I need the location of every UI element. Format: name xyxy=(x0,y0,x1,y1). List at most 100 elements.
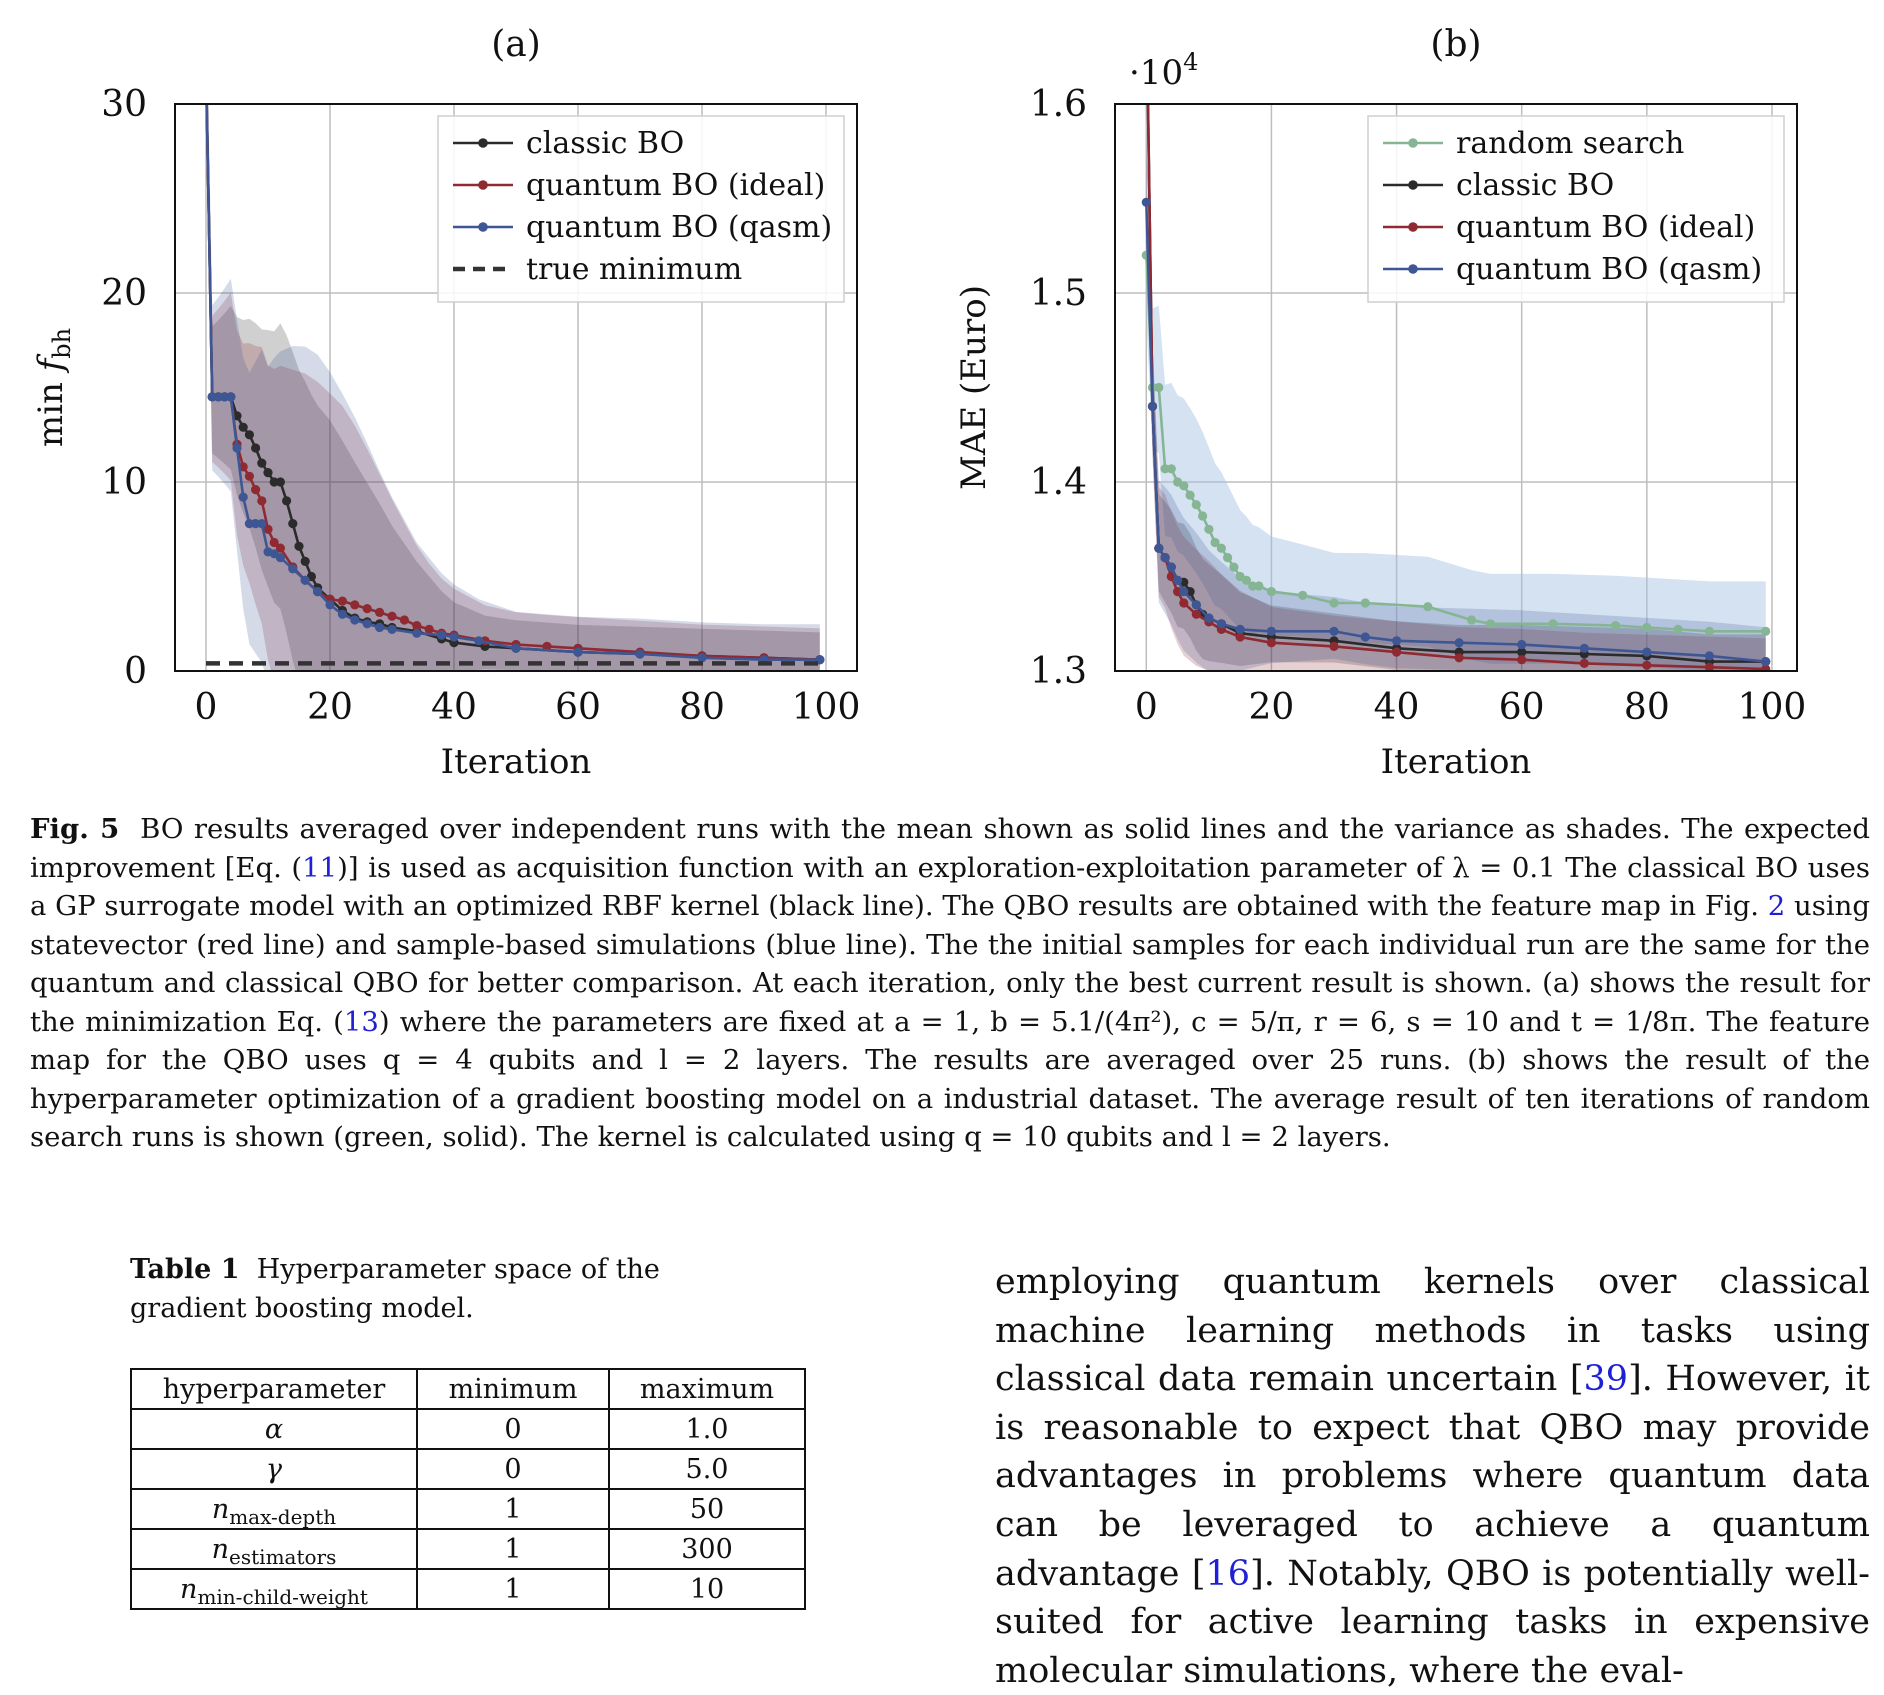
series-point xyxy=(238,492,248,502)
series-point xyxy=(1392,636,1402,646)
series-point xyxy=(257,458,267,468)
x-axis-label: Iteration xyxy=(1381,742,1532,782)
eq-ref-13[interactable]: 13 xyxy=(343,1005,379,1038)
series-point xyxy=(1329,641,1339,652)
legend-label: true minimum xyxy=(526,252,742,287)
legend-marker xyxy=(478,138,488,148)
series-point xyxy=(1329,598,1339,608)
series-point xyxy=(1266,638,1276,648)
chart-panel-b: 0 20 40 60 80 100 1.3 1.4 1.5 1.6 (b) ·104 Iteration… xyxy=(954,24,1807,782)
series-point xyxy=(1485,619,1495,629)
series-point xyxy=(1704,662,1714,671)
series-point xyxy=(511,643,521,653)
x-tick-label: 20 xyxy=(1249,687,1295,728)
table-row: nmin-child-weight 1 10 xyxy=(130,1568,806,1610)
legend: classic BO quantum BO (ideal) quantum BO (… xyxy=(437,115,845,303)
legend-box xyxy=(437,115,845,303)
x-tick-label: 0 xyxy=(1135,687,1158,728)
series-point xyxy=(1266,626,1276,636)
series-point xyxy=(1360,598,1370,608)
panel-label: (b) xyxy=(1430,24,1481,65)
series-point xyxy=(1173,575,1183,585)
series-point xyxy=(275,553,285,563)
y-tick-label: 10 xyxy=(101,462,147,503)
series-point xyxy=(1642,622,1652,633)
body-text: employing quantum kernels over classical… xyxy=(995,1258,1870,1695)
series-line-2 xyxy=(205,104,820,661)
series-point xyxy=(1642,660,1652,670)
body-paragraph: employing quantum kernels over classical… xyxy=(995,1262,1870,1691)
series-point xyxy=(1761,626,1771,636)
series-point xyxy=(1454,653,1464,663)
series-point xyxy=(1423,602,1433,612)
panel-label: (a) xyxy=(491,24,541,65)
series-point xyxy=(244,471,254,481)
header-maximum: maximum xyxy=(608,1368,806,1410)
series-point xyxy=(238,422,248,432)
series-point xyxy=(1235,624,1245,635)
legend-label: random search xyxy=(1456,126,1684,161)
cell-max: 5.0 xyxy=(608,1448,806,1490)
x-tick-label: 100 xyxy=(1738,687,1807,728)
variance-band-0 xyxy=(206,104,820,671)
cell-min: 1 xyxy=(416,1568,610,1610)
cell-min: 0 xyxy=(416,1408,610,1450)
cell-min: 0 xyxy=(416,1448,610,1490)
y-axis-multiplier: ·104 xyxy=(1129,48,1198,93)
series-point xyxy=(1154,382,1164,393)
table-row: nestimators 1 300 xyxy=(130,1528,806,1570)
series-point xyxy=(257,519,267,529)
x-tick-label: 80 xyxy=(1624,687,1670,728)
series-point xyxy=(474,636,484,646)
series-point xyxy=(1179,587,1189,597)
series-point xyxy=(424,624,434,635)
series-point xyxy=(1298,590,1308,601)
series-point xyxy=(269,537,279,548)
series-point xyxy=(1467,615,1477,625)
series-point xyxy=(1579,643,1589,653)
series-point xyxy=(1216,619,1226,629)
cell-min: 1 xyxy=(416,1488,610,1530)
cell-name: nestimators xyxy=(130,1528,418,1570)
chart-panel-a: 0 20 40 60 80 100 0 10 20 30 (a) Iteration min fbh cl… xyxy=(31,24,861,782)
series-point xyxy=(1160,553,1170,563)
series-point xyxy=(257,496,267,506)
series-point xyxy=(1266,587,1276,597)
cite-39[interactable]: 39 xyxy=(1583,1359,1629,1400)
cell-max: 10 xyxy=(608,1568,806,1610)
series-point xyxy=(1761,664,1771,671)
series-point xyxy=(542,641,552,652)
x-tick-label: 60 xyxy=(1499,687,1545,728)
series-point xyxy=(1185,490,1195,500)
series-point xyxy=(1185,587,1195,597)
series-point xyxy=(1210,537,1220,548)
cell-name: γ xyxy=(130,1448,418,1490)
series-point xyxy=(1223,553,1233,563)
series-point xyxy=(1704,651,1714,661)
series-point xyxy=(573,647,583,657)
series-point xyxy=(1673,624,1683,635)
variance-band-0 xyxy=(1146,179,1766,671)
x-tick-label: 60 xyxy=(555,687,601,728)
figure-caption: Fig. 5 BO results averaged over independ… xyxy=(30,813,1871,1153)
cite-16[interactable]: 16 xyxy=(1205,1553,1251,1594)
series-point xyxy=(1704,626,1714,636)
variance-band-2 xyxy=(206,104,820,671)
series-point xyxy=(294,541,304,551)
series-point xyxy=(288,519,298,529)
series-point xyxy=(1254,581,1264,591)
legend-marker xyxy=(1408,264,1418,274)
legend-label: classic BO xyxy=(526,126,684,161)
x-tick-label: 0 xyxy=(195,687,218,728)
series-point xyxy=(362,619,372,629)
series-point xyxy=(350,615,360,625)
hyperparameter-table: hyperparameter minimum maximum α 0 1.0 γ… xyxy=(130,1368,806,1610)
y-tick-label: 1.3 xyxy=(1030,651,1087,692)
eq-ref-11[interactable]: 11 xyxy=(302,851,338,884)
x-tick-label: 100 xyxy=(792,687,861,728)
series-point xyxy=(251,485,261,495)
series-point xyxy=(1235,632,1245,642)
fig-ref-2[interactable]: 2 xyxy=(1767,890,1786,922)
plot-area xyxy=(1141,104,1771,671)
series-point xyxy=(1198,511,1208,521)
